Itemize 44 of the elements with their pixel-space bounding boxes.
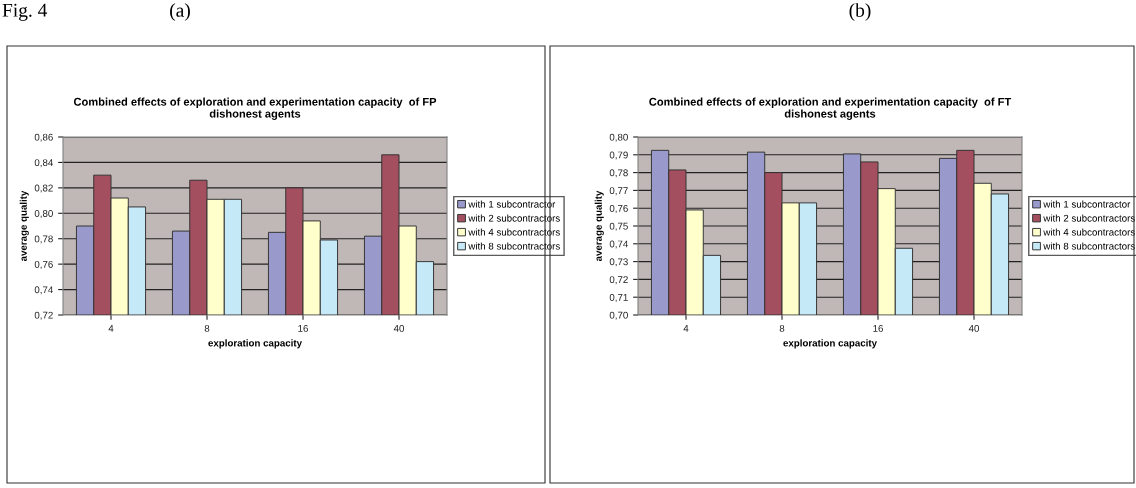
y-tick-label: 0,86 [34,133,53,142]
legend-label: with 2 subcontractors [468,214,560,222]
y-axis-title: average quality [19,190,29,262]
y-axis-title: average quality [594,190,604,262]
y-tick-label: 0,76 [609,204,628,213]
y-tick-label: 0,84 [34,159,53,168]
y-tick-label: 0,78 [34,235,53,244]
y-tick-label: 0,80 [34,210,53,219]
text: (b) [849,3,871,21]
x-tick-label: 8 [779,324,785,332]
x-tick-label: 40 [968,324,980,332]
x-axis-title: exploration capacity [208,339,302,349]
y-tick-label: 0,76 [34,260,53,269]
y-tick-label: 0,75 [609,222,628,231]
y-tick-label: 0,74 [34,286,53,295]
legend-label: with 4 subcontractors [1043,228,1135,236]
x-tick-label: 16 [298,324,308,332]
y-tick-label: 0,77 [609,187,628,196]
y-tick-label: 0,74 [609,240,628,249]
x-tick-label: 4 [683,325,689,332]
y-tick-label: 0,73 [609,258,628,267]
y-tick-label: 0,78 [609,169,628,178]
y-tick-label: 0,72 [609,276,628,285]
x-tick-label: 8 [204,324,210,332]
chart-title: Combined effects of exploration and experimentation capacity of FP dishonest agents [73,97,437,120]
legend-label: with 1 subcontractor [468,200,556,208]
legend-label: with 2 subcontractors [1043,214,1135,222]
caption: Fig. 4 [2,3,48,21]
x-tick-label: 40 [393,324,405,332]
chart-title: Combined effects of exploration and experimentation capacity of FT dishonest agents [649,97,1012,120]
legend-label: with 8 subcontractors [1043,242,1135,250]
x-tick-label: 4 [108,325,114,332]
y-tick-label: 0,71 [609,293,628,302]
y-tick-label: 0,70 [609,311,628,320]
y-tick-label: 0,82 [34,184,53,193]
x-tick-label: 16 [873,324,883,332]
y-tick-label: 0,79 [609,151,628,160]
x-axis-title: exploration capacity [783,339,877,349]
y-tick-label: 0,72 [34,311,53,320]
legend-label: with 4 subcontractors [468,228,560,236]
legend-label: with 8 subcontractors [468,242,560,250]
text: (a) [170,3,190,21]
legend-label: with 1 subcontractor [1043,200,1131,208]
y-tick-label: 0,80 [609,133,628,142]
